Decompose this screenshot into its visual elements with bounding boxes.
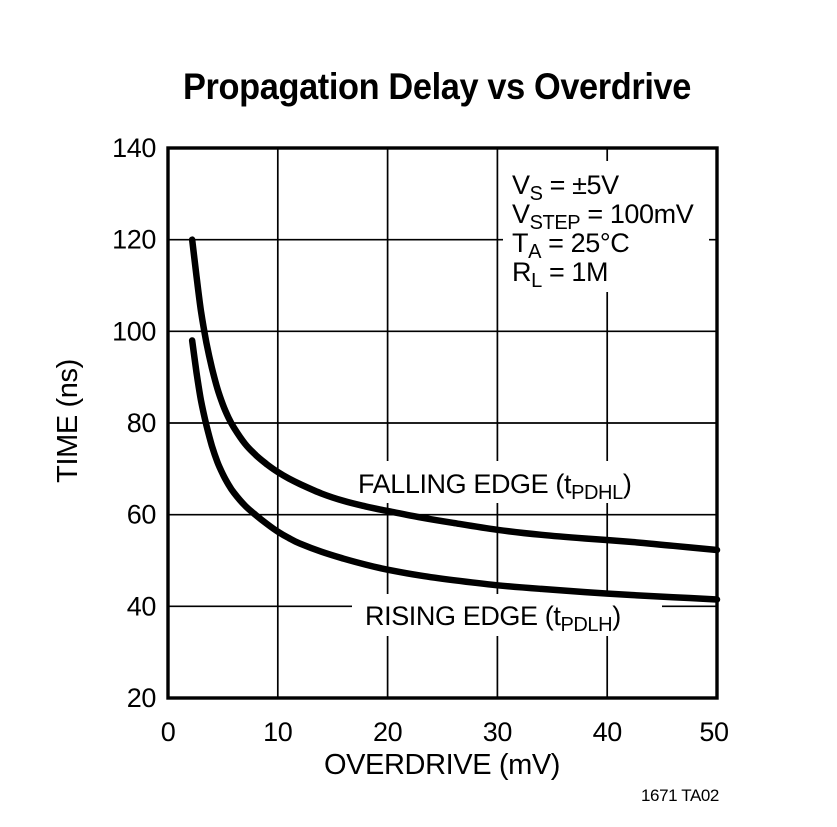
x-tick-label: 30 (483, 717, 512, 747)
x-tick-label: 20 (373, 717, 402, 747)
condition-line: VSTEP = 100mV (512, 199, 694, 234)
falling-edge-curve (188, 236, 721, 554)
curve-label-background (349, 461, 665, 503)
condition-line: RL = 1M (512, 257, 608, 292)
condition-line: TA = 25°C (512, 228, 629, 263)
conditions-background (503, 161, 709, 292)
label-backgrounds (349, 161, 709, 636)
y-tick-label: 100 (112, 316, 156, 346)
y-tick-label: 20 (127, 683, 156, 713)
curve-labels: FALLING EDGE (tPDHL) RISING EDGE (tPDLH) (358, 469, 632, 636)
x-tick-label: 0 (161, 717, 176, 747)
y-tick-label: 80 (127, 408, 156, 438)
curve-label-background (352, 594, 662, 636)
x-tick-label: 50 (699, 717, 728, 747)
curve-label: FALLING EDGE (tPDHL) (358, 469, 631, 504)
x-tick-label: 40 (593, 717, 622, 747)
y-tick-label: 120 (112, 225, 156, 255)
plot-border (166, 146, 719, 700)
x-axis-label: OVERDRIVE (mV) (324, 749, 560, 781)
x-tick-labels: 0 10 20 30 40 50 (161, 717, 729, 747)
y-tick-label: 60 (127, 500, 156, 530)
rising-edge-curve (188, 337, 721, 603)
x-tick-label: 10 (263, 717, 292, 747)
y-tick-label: 40 (127, 591, 156, 621)
y-tick-labels: 20 40 60 80 100 120 140 (112, 133, 156, 713)
curves (188, 236, 721, 603)
y-axis-label: TIME (ns) (52, 359, 84, 483)
chart-title: Propagation Delay vs Overdrive (183, 66, 691, 107)
y-tick-label: 140 (112, 133, 156, 163)
figure-code: 1671 TA02 (641, 786, 719, 805)
curve-label: RISING EDGE (tPDLH) (365, 601, 621, 636)
condition-line: VS = ±5V (512, 170, 619, 205)
